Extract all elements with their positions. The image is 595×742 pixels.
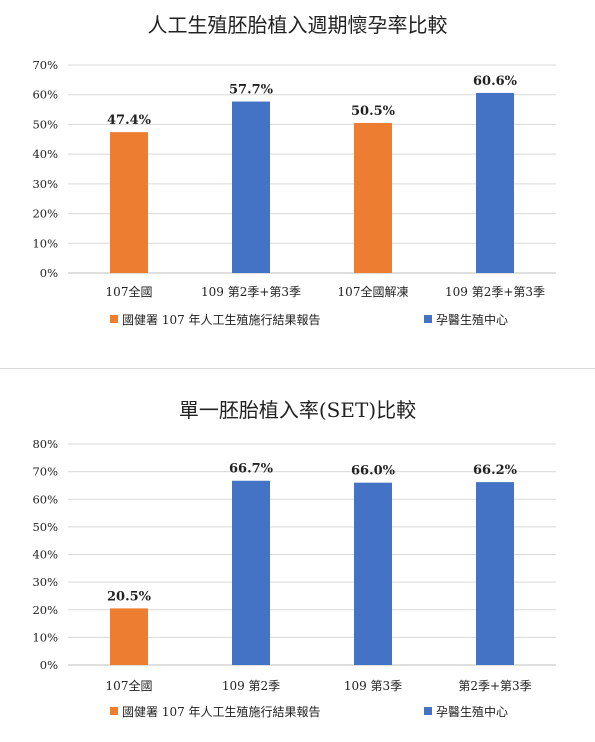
y-tick-label: 20%	[32, 603, 58, 617]
category-label: 107全國	[106, 678, 153, 693]
data-label: 66.7%	[229, 462, 274, 477]
y-tick-label: 10%	[32, 236, 58, 250]
legend-swatch	[424, 707, 432, 715]
chart-panel-set-rate: 單一胚胎植入率(SET)比較 0% 10% 20% 30% 40% 50% 60% 70% 80%…	[0, 383, 595, 742]
bar	[232, 480, 270, 665]
legend-entry: 孕醫生殖中心	[436, 704, 508, 719]
bar	[232, 101, 270, 273]
bar	[110, 608, 148, 665]
category-label: 107全國解凍	[338, 284, 409, 299]
chart-title: 人工生殖胚胎植入週期懷孕率比較	[148, 13, 448, 37]
y-tick-label: 0%	[40, 658, 58, 672]
category-label: 109 第3季	[344, 679, 402, 693]
data-label: 60.6%	[473, 74, 518, 89]
bar	[476, 482, 514, 665]
data-label: 57.7%	[229, 83, 274, 98]
bar	[110, 132, 148, 273]
data-label: 66.0%	[351, 464, 396, 479]
panel-divider	[0, 368, 595, 369]
category-label: 109 第2季+第3季	[445, 285, 545, 299]
y-tick-label: 20%	[32, 207, 58, 221]
y-tick-label: 10%	[32, 630, 58, 644]
y-tick-label: 70%	[32, 58, 58, 72]
legend-entry: 國健署 107 年人工生殖施行結果報告	[122, 312, 321, 327]
y-tick-label: 50%	[32, 117, 58, 131]
data-label: 20.5%	[107, 589, 152, 604]
y-tick-label: 80%	[32, 437, 58, 451]
legend-swatch	[110, 315, 118, 323]
y-tick-label: 40%	[32, 147, 58, 161]
legend-entry: 國健署 107 年人工生殖施行結果報告	[122, 704, 321, 719]
y-tick-label: 0%	[40, 266, 58, 280]
bar	[354, 482, 392, 665]
category-label: 109 第2季+第3季	[201, 285, 301, 299]
legend-swatch	[424, 315, 432, 323]
category-label: 107全國	[106, 284, 153, 299]
set-rate-chart: 單一胚胎植入率(SET)比較 0% 10% 20% 30% 40% 50% 60% 70% 80%…	[32, 398, 556, 719]
bar	[354, 122, 392, 273]
y-tick-label: 30%	[32, 177, 58, 191]
y-tick-label: 40%	[32, 548, 58, 562]
data-label: 50.5%	[351, 104, 396, 119]
y-tick-label: 50%	[32, 520, 58, 534]
data-label: 47.4%	[107, 113, 152, 128]
pregnancy-rate-chart: 人工生殖胚胎植入週期懷孕率比較 0% 10% 20% 30% 40% 50% 60% 70% 47…	[32, 13, 556, 327]
category-label: 109 第2季	[222, 679, 280, 693]
bar	[476, 92, 514, 273]
data-label: 66.2%	[473, 463, 518, 478]
y-tick-label: 60%	[32, 492, 58, 506]
y-tick-label: 60%	[32, 88, 58, 102]
legend-entry: 孕醫生殖中心	[436, 312, 508, 327]
chart-title: 單一胚胎植入率(SET)比較	[179, 398, 416, 422]
y-tick-label: 70%	[32, 465, 58, 479]
chart-panel-pregnancy-rate: 人工生殖胚胎植入週期懷孕率比較 0% 10% 20% 30% 40% 50% 60% 70% 47…	[0, 0, 595, 355]
legend-swatch	[110, 707, 118, 715]
y-tick-label: 30%	[32, 575, 58, 589]
category-label: 第2季+第3季	[458, 679, 531, 693]
